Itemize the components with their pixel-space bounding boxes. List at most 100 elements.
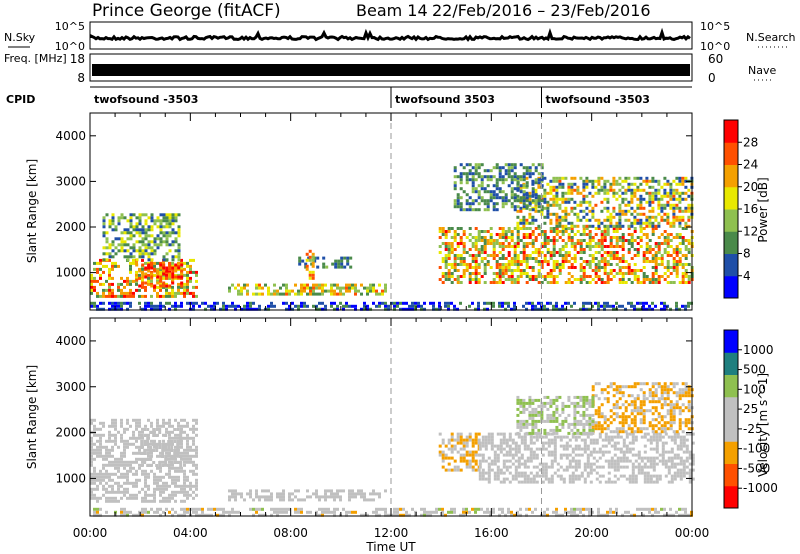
- data-cell: [673, 456, 677, 460]
- data-cell: [669, 194, 673, 198]
- data-cell: [600, 230, 604, 233]
- data-cell: [498, 269, 502, 272]
- data-cell: [678, 406, 682, 410]
- data-cell: [288, 498, 291, 502]
- data-cell: [324, 289, 327, 293]
- data-cell: [468, 459, 472, 463]
- data-cell: [565, 444, 569, 448]
- data-cell: [471, 178, 475, 182]
- data-cell: [177, 285, 180, 289]
- data-cell: [114, 439, 117, 443]
- data-cell: [610, 444, 614, 448]
- data-cell: [561, 224, 565, 228]
- data-cell: [189, 448, 192, 452]
- data-cell: [564, 206, 568, 210]
- data-cell: [453, 233, 457, 236]
- data-cell: [105, 499, 108, 503]
- data-cell: [150, 493, 153, 497]
- data-cell: [654, 263, 658, 266]
- data-cell: [549, 257, 553, 260]
- data-cell: [666, 388, 670, 392]
- data-cell: [634, 480, 638, 484]
- data-cell: [126, 472, 129, 476]
- data-cell: [153, 240, 157, 244]
- data-cell: [493, 459, 497, 463]
- data-cell: [516, 233, 520, 236]
- data-cell: [462, 441, 466, 445]
- data-cell: [606, 260, 610, 263]
- data-cell: [534, 257, 538, 260]
- data-cell: [678, 397, 682, 401]
- data-cell: [658, 459, 662, 463]
- data-cell: [102, 294, 105, 298]
- data-cell: [471, 190, 475, 194]
- data-cell: [120, 216, 124, 220]
- data-cell: [90, 490, 93, 494]
- data-cell: [684, 197, 688, 201]
- data-cell: [465, 269, 469, 272]
- data-cell: [615, 301, 618, 305]
- data-cell: [685, 447, 689, 451]
- data-cell: [138, 240, 142, 244]
- data-cell: [624, 179, 628, 183]
- cpid-segment-label: twofsound -3503: [546, 93, 650, 106]
- data-cell: [523, 459, 527, 463]
- data-cell: [579, 257, 583, 260]
- data-cell: [529, 459, 533, 463]
- data-cell: [558, 263, 562, 266]
- data-cell: [522, 236, 526, 239]
- data-cell: [681, 421, 685, 425]
- data-cell: [586, 465, 590, 469]
- data-cell: [183, 469, 186, 473]
- data-cell: [525, 221, 529, 225]
- data-cell: [330, 489, 333, 493]
- data-cell: [606, 385, 610, 389]
- data-cell: [675, 391, 679, 395]
- data-cell: [583, 450, 587, 454]
- data-cell: [156, 272, 160, 276]
- data-cell: [105, 213, 109, 217]
- data-cell: [480, 184, 484, 188]
- data-cell: [601, 453, 605, 457]
- data-cell: [164, 434, 168, 437]
- data-cell: [150, 252, 154, 256]
- data-cell: [459, 187, 463, 191]
- data-cell: [138, 267, 141, 271]
- data-cell: [606, 209, 610, 213]
- data-cell: [135, 460, 138, 464]
- data-cell: [204, 301, 207, 305]
- data-cell: [525, 166, 529, 170]
- data-cell: [567, 236, 571, 239]
- data-cell: [138, 284, 142, 288]
- data-cell: [555, 275, 559, 278]
- data-cell: [555, 281, 559, 284]
- data-cell: [183, 460, 186, 464]
- data-cell: [537, 172, 541, 176]
- data-cell: [179, 461, 183, 464]
- data-cell: [474, 441, 478, 445]
- data-cell: [535, 438, 539, 442]
- data-cell: [195, 466, 198, 470]
- data-cell: [174, 484, 177, 488]
- data-cell: [165, 288, 168, 292]
- data-cell: [165, 472, 168, 476]
- data-cell: [447, 275, 451, 278]
- data-cell: [597, 415, 601, 419]
- data-cell: [552, 212, 556, 216]
- data-cell: [501, 510, 504, 514]
- data-cell: [660, 394, 664, 398]
- data-cell: [298, 262, 302, 266]
- data-cell: [648, 421, 652, 425]
- data-cell: [513, 263, 517, 266]
- data-cell: [517, 450, 521, 454]
- data-cell: [679, 471, 683, 475]
- data-cell: [675, 182, 679, 186]
- data-cell: [582, 179, 586, 183]
- data-cell: [606, 418, 610, 422]
- data-cell: [102, 487, 105, 491]
- data-cell: [547, 444, 551, 448]
- data-cell: [168, 510, 171, 514]
- freq-band: [92, 64, 690, 76]
- data-cell: [165, 487, 168, 491]
- data-cell: [549, 203, 553, 207]
